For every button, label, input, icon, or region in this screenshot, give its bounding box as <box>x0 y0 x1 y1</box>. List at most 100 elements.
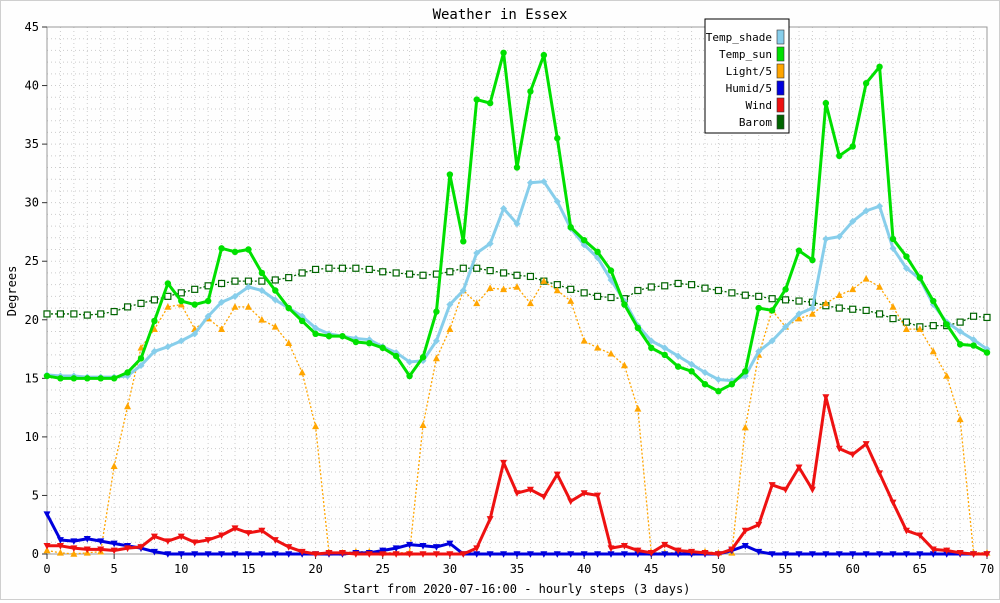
data-point-temp-shade <box>956 327 964 335</box>
data-point-barom <box>419 271 427 279</box>
data-point-wind <box>83 546 91 554</box>
data-point-temp-sun <box>580 236 588 244</box>
data-point-light-5 <box>43 546 51 554</box>
data-point-wind <box>43 543 51 550</box>
data-point-barom <box>929 322 937 330</box>
data-point-wind <box>352 551 360 558</box>
data-point-barom <box>875 310 884 318</box>
data-point-temp-shade <box>446 301 454 309</box>
data-point-barom <box>526 272 535 281</box>
data-point-humid-5 <box>674 551 682 558</box>
grid-lines <box>46 26 988 555</box>
x-tick-label: 5 <box>111 562 118 576</box>
data-point-barom <box>781 296 790 304</box>
data-point-humid-5 <box>204 551 212 558</box>
data-point-light-5 <box>607 349 615 357</box>
data-point-temp-shade <box>902 264 910 272</box>
data-point-light-5 <box>835 291 843 298</box>
data-point-temp-sun <box>419 354 427 361</box>
x-tick-label: 10 <box>174 562 188 576</box>
data-point-barom <box>110 307 118 316</box>
data-point-light-5 <box>553 286 561 294</box>
data-point-barom <box>661 282 669 290</box>
data-point-temp-sun <box>648 344 655 352</box>
legend-swatch-temp-shade <box>776 29 785 45</box>
data-point-barom <box>701 284 709 292</box>
data-point-temp-sun <box>204 297 212 305</box>
data-point-barom <box>123 303 132 311</box>
data-point-wind <box>459 551 467 558</box>
data-point-barom <box>83 311 91 319</box>
chart-title: Weather in Essex <box>433 7 568 23</box>
data-point-temp-sun <box>742 368 749 375</box>
data-point-temp-sun <box>178 297 185 305</box>
data-point-wind <box>782 486 790 494</box>
data-point-temp-shade <box>782 323 790 331</box>
data-point-temp-sun <box>930 297 937 305</box>
data-point-barom <box>486 266 494 275</box>
data-point-temp-sun <box>218 245 225 252</box>
data-point-light-5 <box>634 404 642 412</box>
data-point-wind <box>285 544 293 551</box>
data-point-barom <box>271 276 279 284</box>
data-point-humid-5 <box>567 551 575 558</box>
data-point-temp-sun <box>84 375 91 382</box>
data-point-temp-sun <box>567 224 574 231</box>
data-point-temp-sun <box>715 388 722 395</box>
data-point-wind <box>714 551 722 558</box>
data-point-light-5 <box>540 277 548 284</box>
data-point-humid-5 <box>741 543 749 550</box>
data-point-humid-5 <box>540 551 548 558</box>
data-point-barom <box>379 268 387 276</box>
data-point-temp-sun <box>57 375 64 382</box>
data-point-humid-5 <box>432 544 440 551</box>
data-point-temp-shade <box>701 368 709 376</box>
data-point-temp-shade <box>271 296 279 304</box>
data-point-wind <box>822 394 830 401</box>
data-point-light-5 <box>500 285 508 293</box>
data-point-humid-5 <box>513 551 521 558</box>
data-point-light-5 <box>567 297 575 304</box>
data-point-temp-sun <box>970 342 977 349</box>
data-point-temp-sun <box>258 269 266 277</box>
series-barom <box>43 264 991 331</box>
data-series <box>43 49 991 558</box>
data-point-humid-5 <box>768 551 776 558</box>
data-point-humid-5 <box>822 551 830 558</box>
data-point-temp-shade <box>137 361 145 369</box>
data-point-temp-sun <box>943 321 950 328</box>
data-point-humid-5 <box>43 511 51 518</box>
data-point-temp-sun <box>151 317 158 325</box>
data-point-temp-shade <box>755 347 763 355</box>
data-point-wind <box>634 547 642 555</box>
data-point-temp-shade <box>258 287 266 294</box>
data-point-barom <box>217 279 226 288</box>
data-point-temp-shade <box>218 298 226 306</box>
x-tick-label: 35 <box>510 562 524 576</box>
y-tick-label: 35 <box>25 137 39 151</box>
data-point-light-5 <box>244 303 252 310</box>
data-point-temp-sun <box>339 332 346 340</box>
data-point-wind <box>164 538 172 545</box>
data-point-temp-sun <box>956 341 964 348</box>
legend-label-wind: Wind <box>746 99 773 112</box>
data-point-wind <box>204 537 212 544</box>
data-point-humid-5 <box>620 551 628 558</box>
data-point-barom <box>164 292 172 300</box>
data-point-temp-shade <box>150 347 158 355</box>
data-point-wind <box>379 551 387 558</box>
y-tick-label: 5 <box>32 488 39 502</box>
data-point-temp-sun <box>916 274 924 281</box>
data-point-temp-sun <box>366 340 373 347</box>
x-tick-label: 55 <box>778 562 792 576</box>
x-tick-label: 65 <box>913 562 927 576</box>
data-point-light-5 <box>473 299 481 307</box>
data-point-temp-sun <box>607 267 615 274</box>
data-point-humid-5 <box>56 537 64 544</box>
data-point-wind <box>849 451 857 459</box>
data-point-temp-sun <box>822 99 830 107</box>
data-point-light-5 <box>943 372 951 379</box>
data-point-light-5 <box>124 402 132 410</box>
data-point-wind <box>607 545 615 552</box>
